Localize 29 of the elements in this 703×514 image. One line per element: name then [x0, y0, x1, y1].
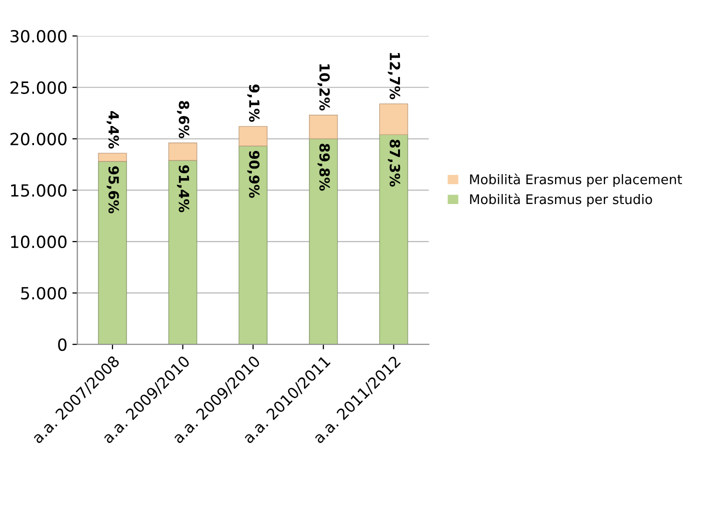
annotation: 4,4%: [106, 111, 119, 149]
annotation: 8,6%: [176, 101, 190, 138]
bar: [168, 160, 198, 344]
legend-label: Mobilità Erasmus per studio: [470, 193, 652, 207]
annotation: 10,2%: [318, 64, 330, 111]
bar: [308, 114, 338, 140]
annotation: 95,6%: [106, 166, 119, 214]
bar: [238, 126, 268, 146]
bar: [379, 134, 408, 344]
annotation: 9,1%: [247, 84, 260, 122]
y-tick-label: 30.000: [10, 30, 66, 43]
bar: [238, 146, 268, 344]
y-tick-label: 0: [58, 338, 66, 351]
annotation: 91,4%: [176, 165, 190, 212]
bar: [168, 142, 198, 161]
bar: [308, 138, 338, 344]
annotation: 12,7%: [388, 53, 400, 100]
annotation: 87,3%: [388, 140, 400, 187]
bar: [98, 161, 127, 344]
y-tick-label: 15.000: [11, 184, 66, 197]
bar: [98, 152, 127, 162]
legend-label: Mobilità Erasmus per placement: [470, 174, 682, 187]
y-tick-label: 5.000: [21, 286, 66, 300]
bar: [379, 103, 408, 136]
annotation: 90,9%: [247, 150, 260, 198]
y-tick-label: 25.000: [10, 81, 66, 94]
y-tick-label: 10.000: [11, 236, 66, 248]
y-tick-label: 20.000: [10, 132, 66, 146]
annotation: 89,8%: [318, 144, 330, 191]
